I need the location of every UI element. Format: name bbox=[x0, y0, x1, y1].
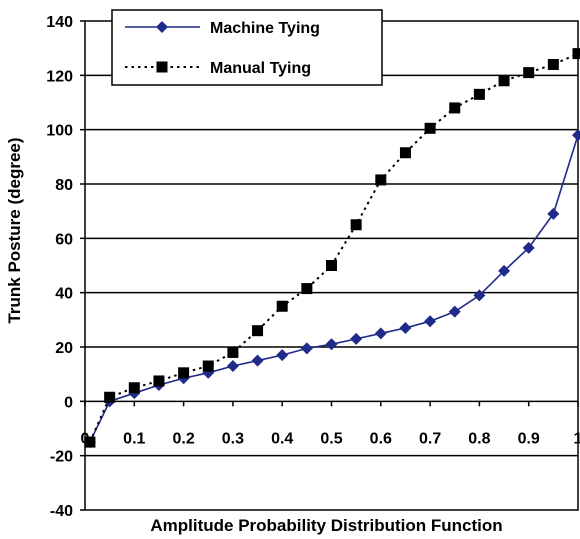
data-point-square bbox=[227, 346, 239, 358]
y-tick-label: -20 bbox=[50, 449, 73, 466]
data-point-diamond bbox=[156, 21, 168, 33]
data-point-square bbox=[104, 391, 116, 403]
series-line bbox=[89, 134, 579, 443]
x-tick-label: 0.5 bbox=[320, 430, 342, 447]
series-group bbox=[83, 48, 580, 449]
data-point-square bbox=[375, 174, 387, 186]
data-point-square bbox=[326, 260, 337, 271]
y-tick-label: 20 bbox=[55, 340, 73, 357]
data-point-diamond bbox=[498, 264, 511, 277]
data-point-square bbox=[523, 67, 535, 79]
y-tick-label: 0 bbox=[64, 394, 73, 411]
data-point-square bbox=[276, 300, 288, 312]
x-tick-label: 1 bbox=[574, 430, 580, 447]
data-point-square bbox=[449, 102, 461, 114]
data-point-diamond bbox=[572, 129, 580, 142]
data-point-square bbox=[128, 382, 140, 394]
data-point-diamond bbox=[399, 321, 412, 334]
data-point-square bbox=[498, 75, 510, 87]
y-tick-label: 60 bbox=[55, 231, 73, 248]
data-point-diamond bbox=[374, 327, 387, 340]
data-point-diamond bbox=[226, 360, 239, 373]
y-tick-label: 140 bbox=[46, 14, 73, 31]
x-axis-title: Amplitude Probability Distribution Funct… bbox=[150, 516, 502, 535]
legend-label: Machine Tying bbox=[210, 20, 320, 37]
data-point-diamond bbox=[547, 207, 560, 220]
legend-label: Manual Tying bbox=[210, 60, 311, 77]
data-point-square bbox=[84, 436, 96, 448]
data-point-square bbox=[178, 367, 190, 379]
axes: -40-2002040608010012014000.10.20.30.40.5… bbox=[46, 14, 580, 520]
series-machine-tying bbox=[83, 129, 580, 449]
data-point-diamond bbox=[276, 349, 289, 362]
y-tick-label: 100 bbox=[46, 123, 73, 140]
data-point-square bbox=[350, 219, 362, 231]
series-manual-tying bbox=[84, 48, 580, 448]
data-point-diamond bbox=[350, 332, 363, 345]
y-tick-label: 80 bbox=[55, 177, 73, 194]
data-point-square bbox=[252, 325, 264, 337]
data-point-square bbox=[153, 375, 165, 387]
data-point-diamond bbox=[424, 315, 437, 328]
data-point-square bbox=[301, 283, 313, 295]
data-point-diamond bbox=[325, 338, 338, 351]
data-point-square bbox=[202, 360, 214, 372]
data-point-square bbox=[424, 122, 436, 134]
data-point-diamond bbox=[522, 241, 535, 254]
data-point-square bbox=[547, 58, 559, 70]
x-tick-label: 0.3 bbox=[222, 430, 244, 447]
data-point-diamond bbox=[300, 342, 313, 355]
legend: Machine Tying Manual Tying bbox=[111, 9, 383, 86]
data-point-square bbox=[399, 147, 411, 159]
x-tick-label: 0.7 bbox=[419, 430, 441, 447]
x-tick-label: 0.8 bbox=[468, 430, 490, 447]
data-point-square bbox=[572, 48, 580, 60]
y-tick-label: 120 bbox=[46, 68, 73, 85]
data-point-square bbox=[473, 88, 485, 100]
y-tick-label: -40 bbox=[50, 503, 73, 520]
data-point-square bbox=[156, 61, 168, 73]
x-tick-label: 0.1 bbox=[123, 430, 145, 447]
x-tick-label: 0.6 bbox=[370, 430, 392, 447]
x-tick-label: 0.4 bbox=[271, 430, 293, 447]
y-tick-label: 40 bbox=[55, 286, 73, 303]
x-tick-label: 0.2 bbox=[172, 430, 194, 447]
data-point-diamond bbox=[251, 354, 264, 367]
x-tick-label: 0.9 bbox=[518, 430, 540, 447]
y-axis-title: Trunk Posture (degree) bbox=[5, 137, 24, 323]
data-point-diamond bbox=[448, 305, 461, 318]
data-point-diamond bbox=[473, 289, 486, 302]
